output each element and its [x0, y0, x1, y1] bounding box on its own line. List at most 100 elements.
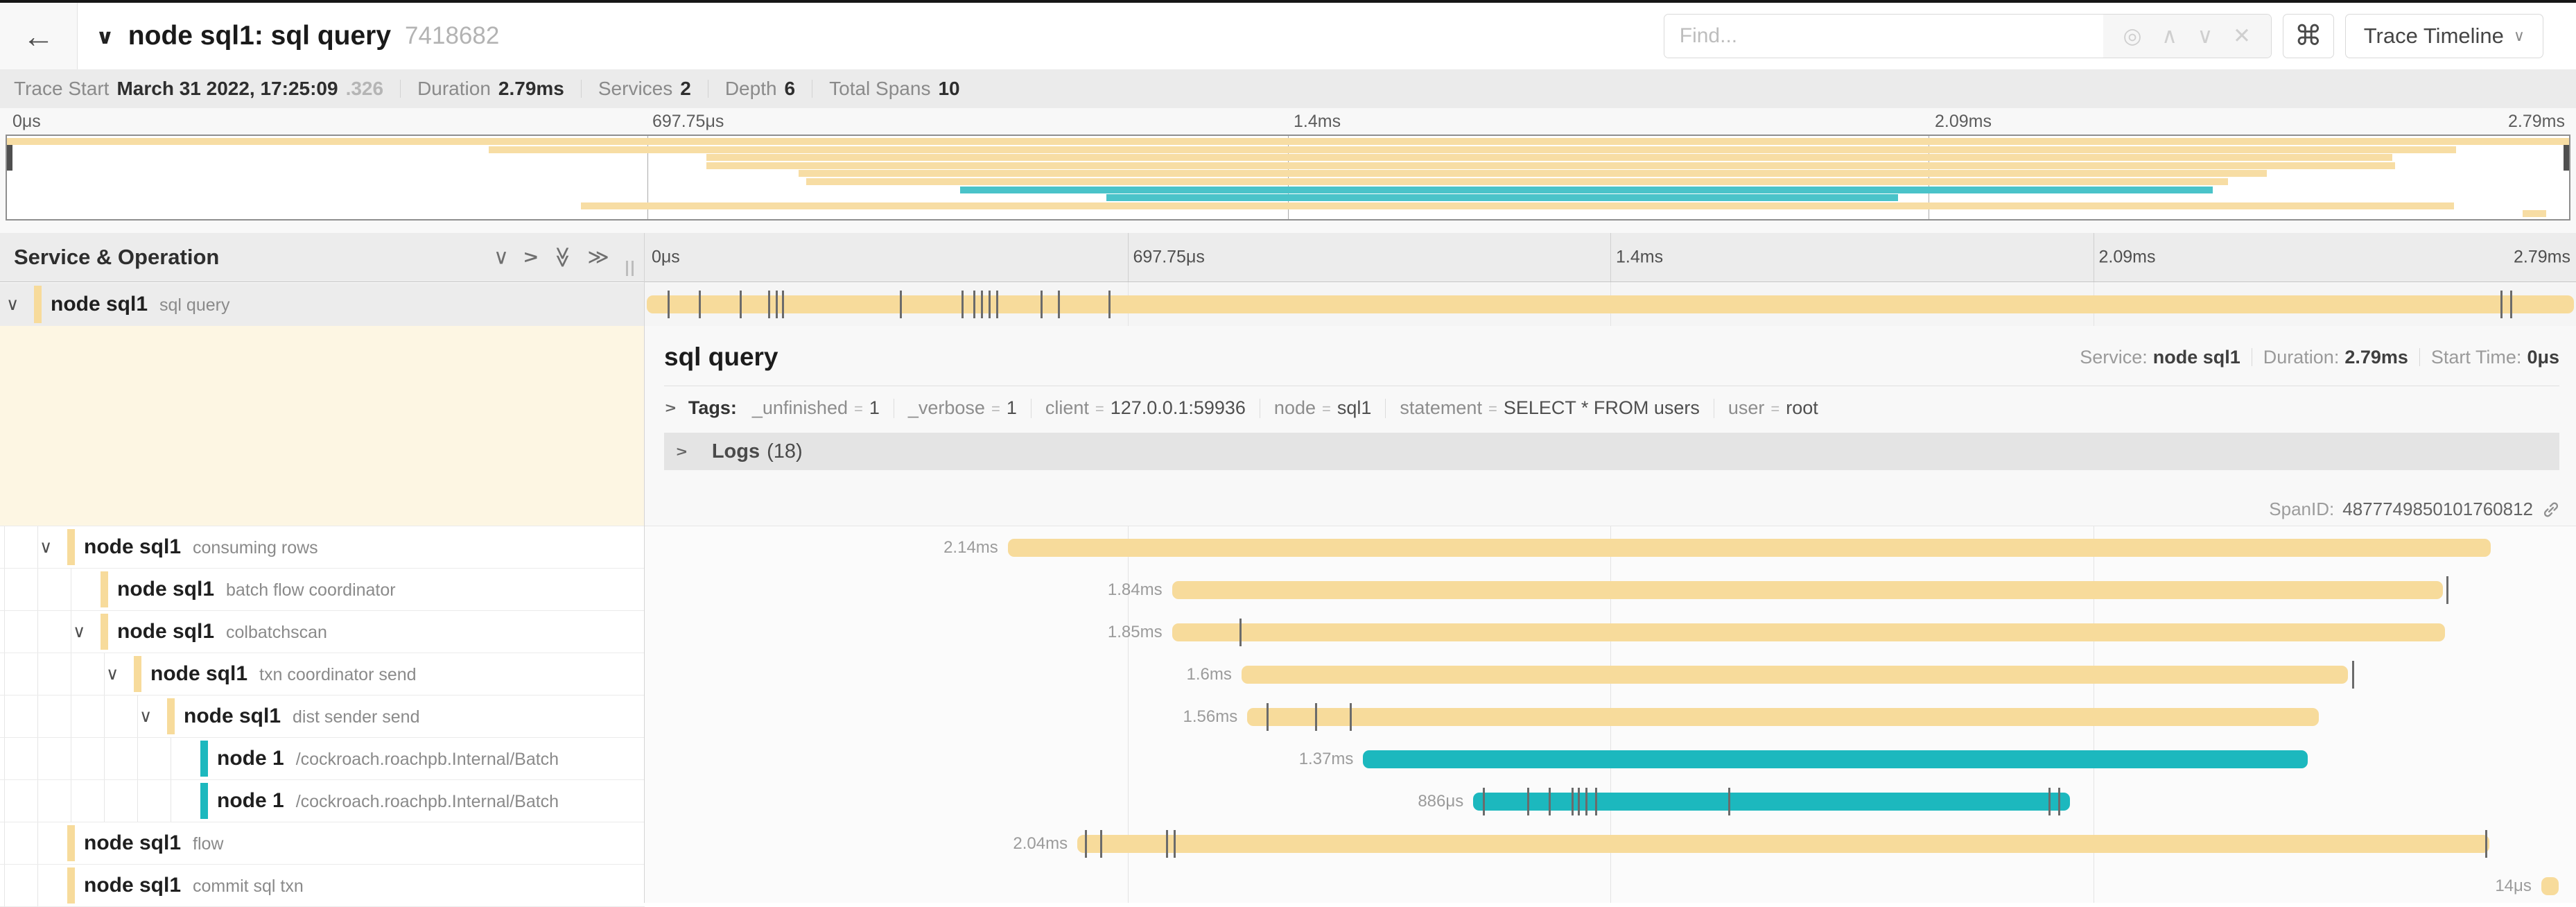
span-duration-label: 886μs — [1418, 791, 1464, 811]
viewport-handle-left[interactable] — [7, 139, 12, 171]
tag-item[interactable]: _unfinished = 1 — [752, 397, 880, 419]
log-tick — [961, 291, 964, 318]
span-bar[interactable] — [1241, 665, 2349, 684]
row-chevron-down-icon[interactable]: ∨ — [6, 295, 19, 314]
span-name-cell[interactable]: node sql1 commit sql txn — [0, 865, 645, 907]
log-tick — [1267, 702, 1269, 731]
log-tick — [739, 291, 742, 318]
tree-guide-line — [37, 865, 38, 906]
find-clear-icon[interactable]: ✕ — [2233, 24, 2252, 48]
find-next-icon[interactable]: ∨ — [2197, 24, 2213, 48]
title-chevron-down-icon[interactable]: ∨ — [96, 24, 114, 48]
minimap-span — [799, 170, 2267, 178]
overview-ruler: 0μs 697.75μs 1.4ms 2.09ms 2.79ms — [6, 108, 2570, 135]
minimap-canvas[interactable] — [6, 135, 2570, 221]
span-name-cell[interactable]: ∨ node sql1 sql query — [0, 283, 645, 326]
tag-item[interactable]: user = root — [1728, 397, 1818, 419]
operation-name: /cockroach.roachpb.Internal/Batch — [295, 750, 559, 769]
span-logs-row[interactable]: ∨ Logs (18) — [664, 433, 2559, 470]
viewport-handle-right[interactable] — [2564, 139, 2569, 171]
keyboard-shortcuts-button[interactable]: ⌘ — [2282, 14, 2334, 58]
span-name-cell[interactable]: ∨ node sql1 txn coordinator send — [0, 653, 645, 696]
pane-divider[interactable] — [644, 233, 645, 903]
span-name-cell[interactable]: ∨ node sql1 consuming rows — [0, 526, 645, 569]
tag-item[interactable]: client = 127.0.0.1:59936 — [1045, 397, 1246, 419]
tag-item[interactable]: node = sql1 — [1274, 397, 1371, 419]
span-name-cell[interactable]: ∨ node sql1 dist sender send — [0, 696, 645, 738]
tag-value: SELECT * FROM users — [1503, 397, 1700, 418]
span-timeline-cell[interactable]: 1.56ms — [645, 696, 2576, 738]
span-timeline-cell[interactable]: 886μs — [645, 780, 2576, 822]
span-timeline-cell[interactable]: 1.85ms — [645, 611, 2576, 653]
link-icon[interactable] — [2541, 500, 2561, 519]
logs-count: (18) — [767, 440, 803, 463]
service-operation-header: Service & Operation ∨ ∨ ≫ ≫ — [0, 233, 645, 282]
span-timeline-cell[interactable]: 1.84ms — [645, 569, 2576, 611]
trace-span-row: ∨ node sql1 consuming rows 2.14ms — [0, 526, 2576, 569]
span-timeline-cell[interactable]: 2.14ms — [645, 526, 2576, 569]
expand-all-icon[interactable]: ≫ — [587, 245, 609, 269]
expand-one-icon[interactable]: ∨ — [519, 250, 542, 265]
row-chevron-down-icon[interactable]: ∨ — [139, 707, 153, 726]
span-bar[interactable] — [1077, 834, 2489, 853]
span-detail-header: sql query Service: node sql1 Duration: 2.79… — [664, 326, 2559, 386]
trace-view-selector[interactable]: Trace Timeline ∨ — [2344, 14, 2543, 58]
tag-item[interactable]: _verbose = 1 — [908, 397, 1017, 419]
span-timeline-cell[interactable]: 1.37ms — [645, 738, 2576, 780]
collapse-one-icon[interactable]: ∨ — [494, 245, 509, 269]
service-name: node sql1 — [51, 293, 148, 316]
span-bar[interactable] — [2541, 876, 2559, 895]
operation-name: sql query — [159, 295, 230, 315]
span-timeline-cell[interactable]: 1.6ms — [645, 653, 2576, 696]
span-bar[interactable] — [1007, 538, 2491, 557]
service-name: node 1 — [217, 747, 284, 770]
log-tick — [980, 291, 983, 318]
log-tick — [1239, 618, 1242, 646]
span-timeline-cell[interactable] — [645, 283, 2576, 326]
tree-guide-line — [37, 526, 38, 568]
row-chevron-down-icon[interactable]: ∨ — [106, 664, 119, 684]
ruler-gridline — [1610, 233, 1611, 282]
find-prev-icon[interactable]: ∧ — [2161, 24, 2177, 48]
span-name-labels: node sql1 commit sql txn — [84, 874, 304, 897]
span-timeline-cell[interactable]: 2.04ms — [645, 822, 2576, 865]
service-name: node sql1 — [84, 874, 182, 897]
tag-value: 1 — [869, 397, 880, 418]
header-controls: ◎ ∧ ∨ ✕ ⌘ Trace Timeline ∨ — [1663, 14, 2543, 58]
span-tags-row[interactable]: ∨ Tags: _unfinished = 1 _verbose = 1 client = 12… — [661, 397, 2559, 419]
span-color-accent — [200, 741, 208, 777]
span-bar[interactable] — [646, 295, 2575, 313]
collapse-all-icon[interactable]: ≫ — [551, 246, 575, 268]
minimap-span — [580, 202, 2454, 209]
row-chevron-down-icon[interactable]: ∨ — [40, 537, 53, 557]
command-icon: ⌘ — [2294, 21, 2322, 51]
stat-item: Duration 2.79ms — [417, 78, 564, 100]
stat-value-fraction: .326 — [345, 78, 384, 99]
log-tick — [1572, 787, 1574, 815]
column-resize-grip[interactable] — [626, 261, 634, 276]
row-chevron-down-icon[interactable]: ∨ — [73, 622, 86, 641]
back-button[interactable]: ← — [0, 3, 78, 69]
tag-item[interactable]: statement = SELECT * FROM users — [1400, 397, 1700, 419]
span-name-cell[interactable]: node 1/cockroach.roachpb.Internal/Batch — [0, 780, 645, 822]
tree-guide-line — [4, 696, 5, 737]
span-bar[interactable] — [1247, 707, 2320, 726]
find-input[interactable] — [1664, 15, 2103, 58]
tag-key: statement — [1400, 397, 1482, 418]
span-name-cell[interactable]: node 1/cockroach.roachpb.Internal/Batch — [0, 738, 645, 780]
detail-meta-label: Start Time: — [2430, 346, 2522, 368]
span-bar[interactable] — [1473, 792, 2071, 811]
trace-span-row: node 1/cockroach.roachpb.Internal/Batch 1… — [0, 738, 2576, 780]
span-name-cell[interactable]: ∨ node sql1 colbatchscan — [0, 611, 645, 653]
span-name-cell[interactable]: node sql1 flow — [0, 822, 645, 865]
span-bar[interactable] — [1172, 623, 2445, 641]
operation-name: flow — [193, 834, 224, 854]
log-tick — [1314, 702, 1317, 731]
ruler-tick-label: 0μs — [12, 112, 41, 131]
locate-icon[interactable]: ◎ — [2123, 24, 2142, 48]
span-timeline-cell[interactable]: 14μs — [645, 865, 2576, 907]
span-name-cell[interactable]: node sql1 batch flow coordinator — [0, 569, 645, 611]
span-bar[interactable] — [1363, 750, 2308, 768]
service-name: node sql1 — [117, 620, 215, 643]
span-bar[interactable] — [1172, 580, 2443, 599]
